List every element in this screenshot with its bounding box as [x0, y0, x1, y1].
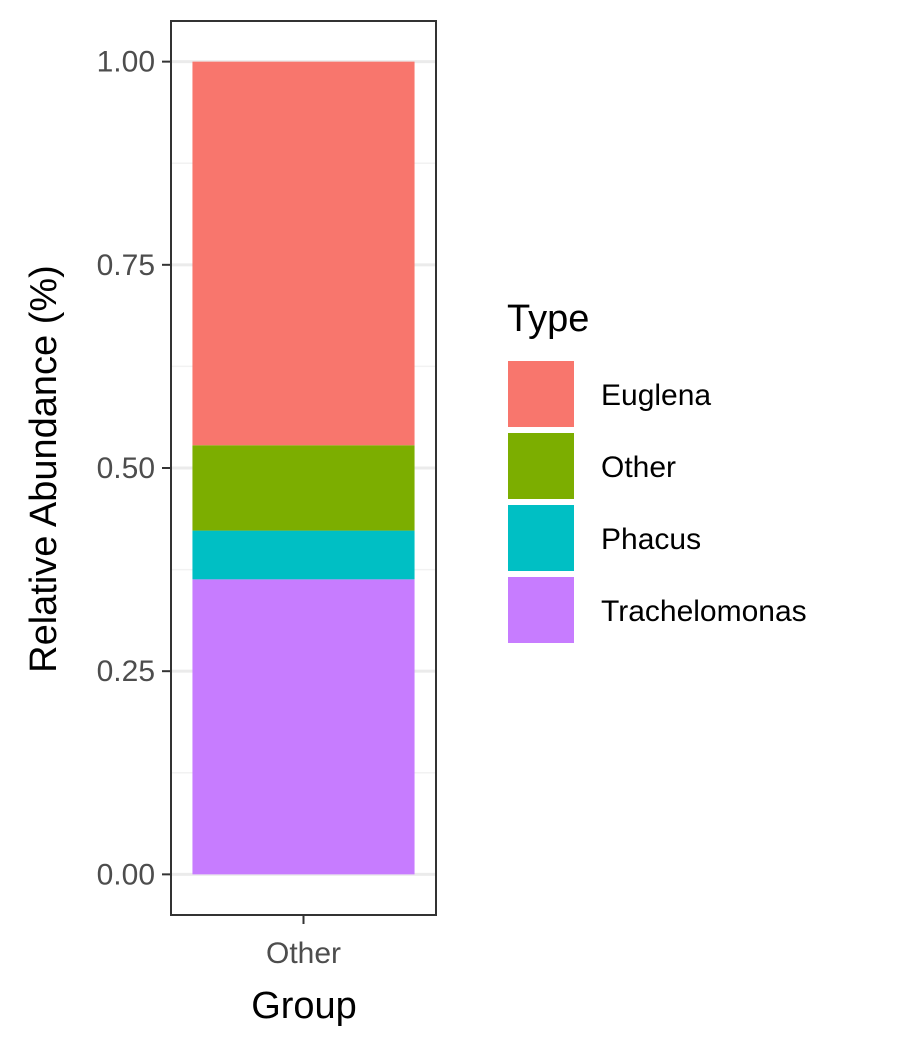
- legend-label-phacus: Phacus: [601, 523, 701, 556]
- bars: [192, 61, 415, 875]
- y-tick-label: 0.00: [97, 858, 155, 891]
- legend-key-other: [508, 433, 574, 499]
- y-axis: 0.00 0.25 0.50 0.75 1.00: [97, 46, 171, 891]
- legend-key-phacus: [508, 505, 574, 571]
- bar-segment-phacus: [192, 530, 415, 580]
- bar-segment-euglena: [192, 61, 415, 446]
- legend-label-trachelomonas: Trachelomonas: [601, 595, 807, 628]
- x-tick-label: Other: [266, 937, 341, 970]
- legend-key-euglena: [508, 361, 574, 427]
- bar-segment-other: [192, 445, 415, 531]
- y-tick-label: 0.25: [97, 655, 155, 688]
- legend: Type Euglena Other Phacus Trachelomonas: [507, 298, 807, 643]
- y-tick-label: 0.75: [97, 249, 155, 282]
- y-tick-label: 0.50: [97, 452, 155, 485]
- y-axis-title: Relative Abundance (%): [23, 265, 65, 673]
- legend-label-euglena: Euglena: [601, 379, 711, 412]
- legend-label-other: Other: [601, 451, 676, 484]
- legend-key-trachelomonas: [508, 577, 574, 643]
- x-axis-title: Group: [251, 985, 357, 1027]
- x-axis: Other: [266, 915, 341, 970]
- legend-title: Type: [507, 298, 589, 340]
- y-tick-label: 1.00: [97, 46, 155, 79]
- bar-segment-trachelomonas: [192, 579, 415, 875]
